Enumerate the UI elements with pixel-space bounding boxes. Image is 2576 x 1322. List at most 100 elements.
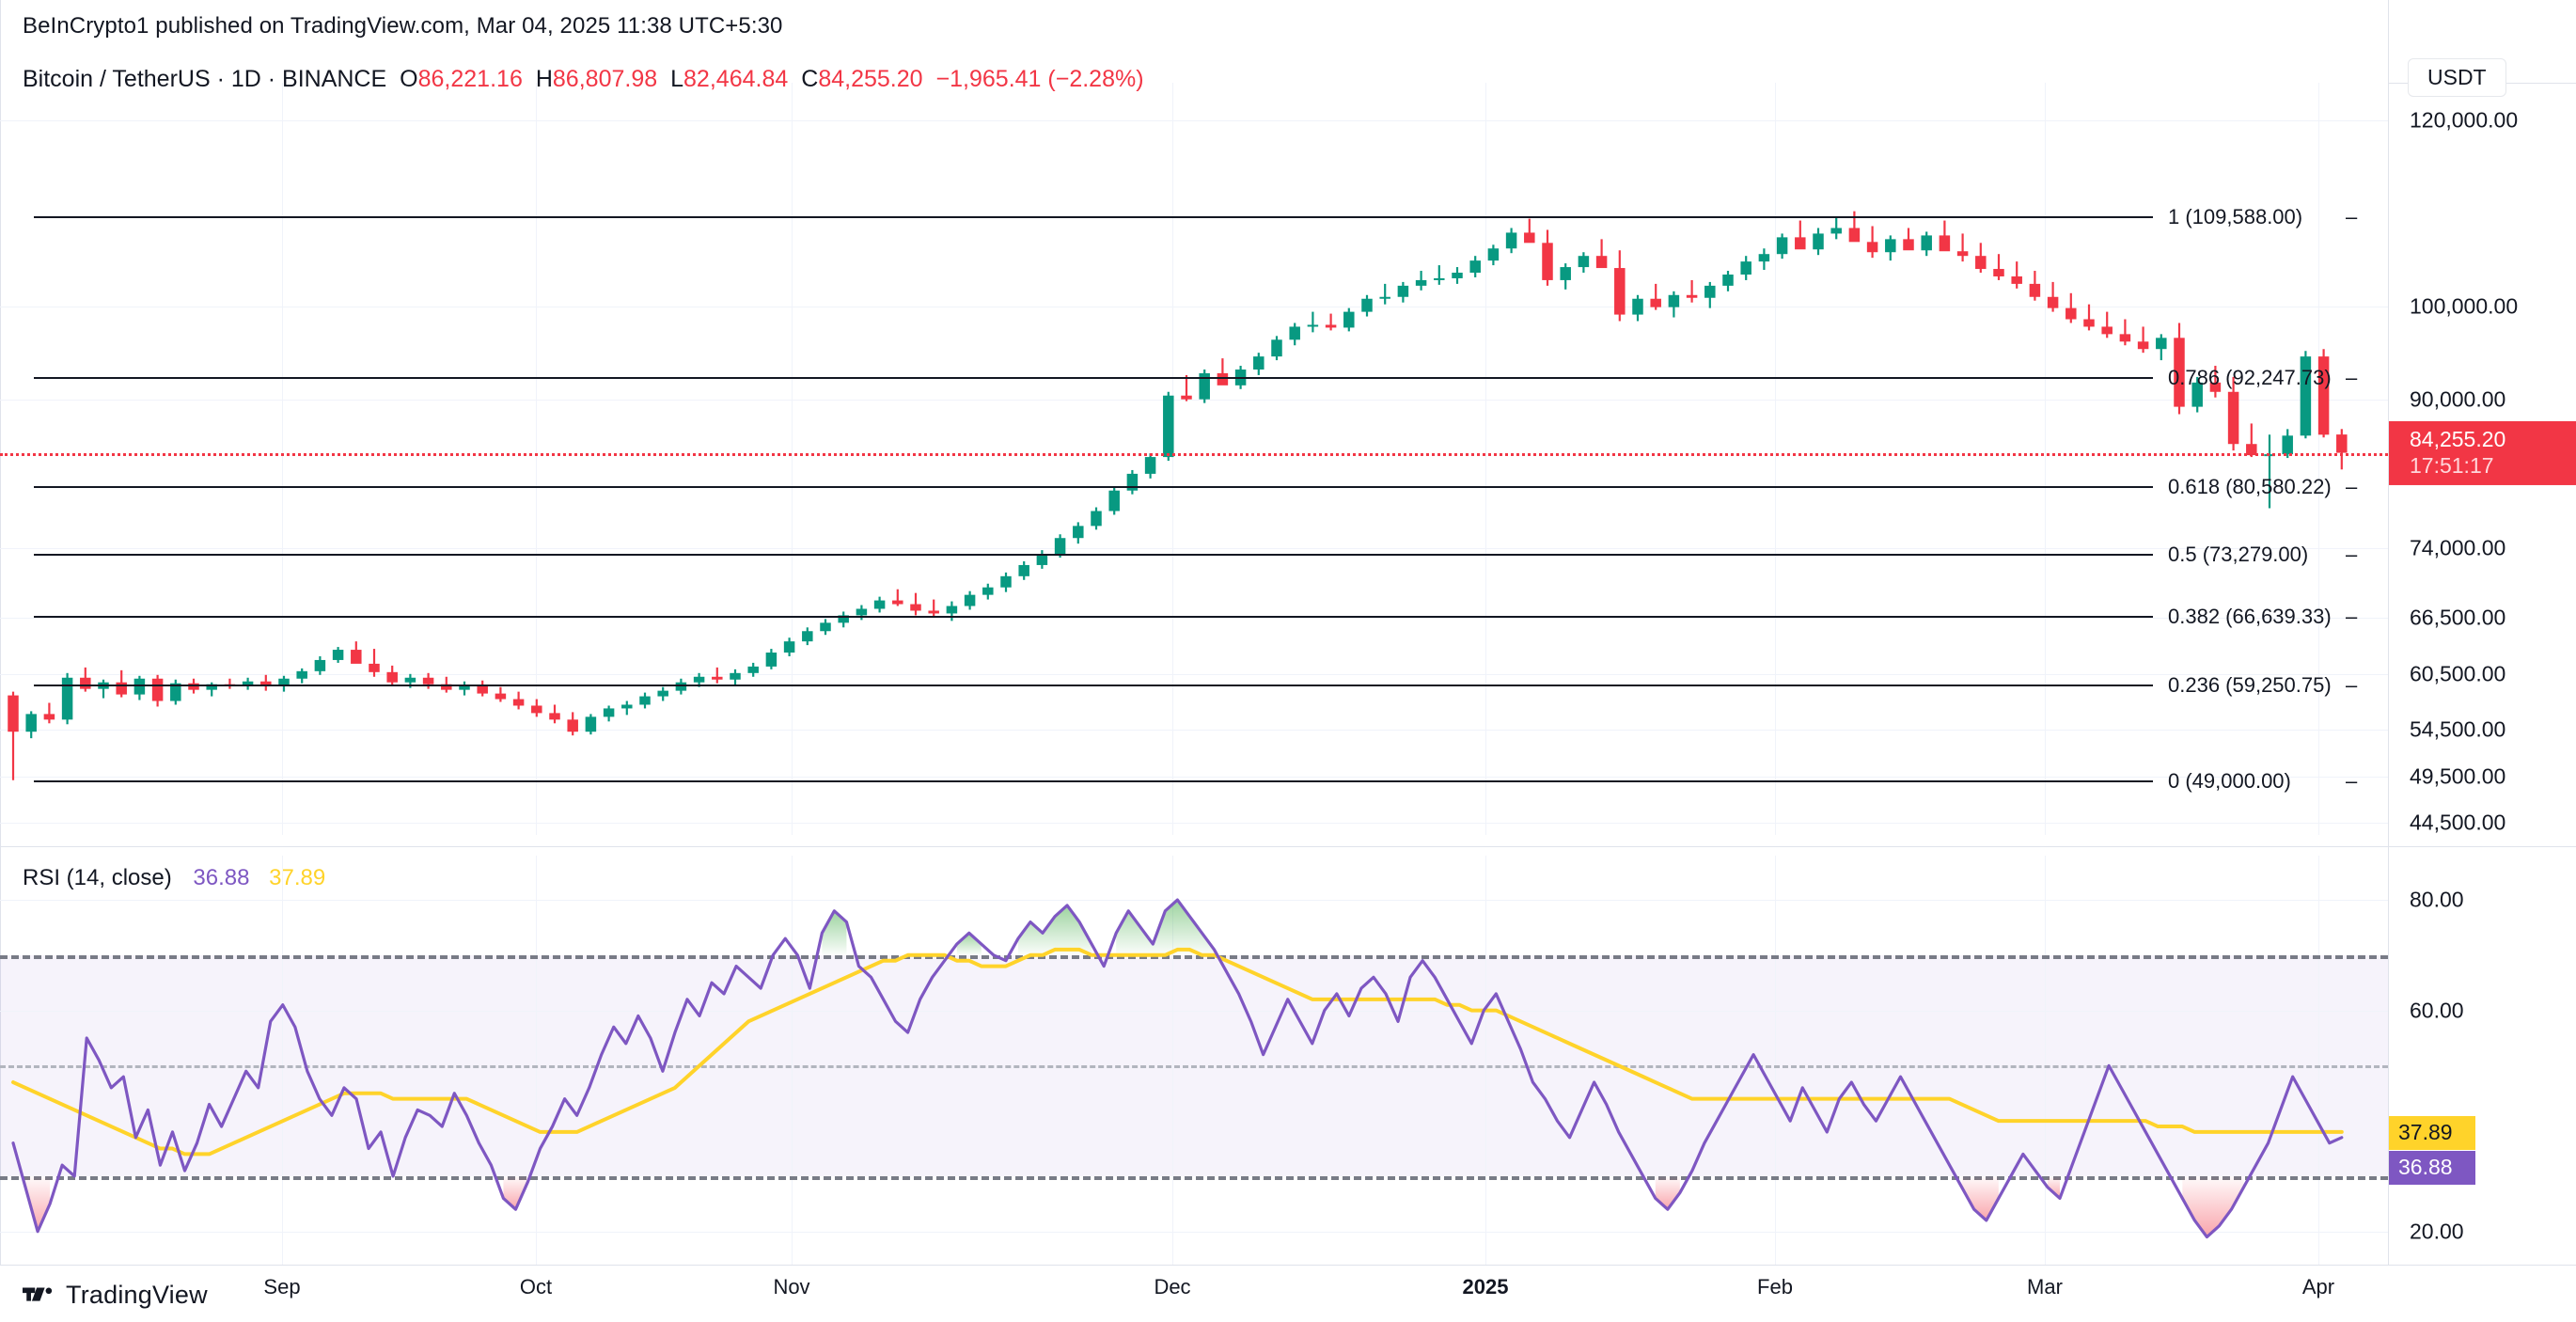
time-axis-label: Apr [2301, 1275, 2335, 1298]
price-axis-tick: 54,500.00 [2410, 716, 2506, 742]
currency-badge[interactable]: USDT [2408, 58, 2506, 97]
rsi-legend[interactable]: RSI (14, close) 36.88 37.89 [23, 865, 325, 891]
close-key: C [801, 66, 819, 92]
rsi-oversold-fill [503, 1175, 528, 1210]
fibonacci-level-tick: – [2346, 605, 2358, 628]
fibonacci-level-line[interactable] [34, 779, 2153, 782]
last-price-value: 84,255.20 [2410, 426, 2506, 451]
time-axis[interactable]: Sep Oct Nov Dec 2025 Feb Mar Apr [0, 1265, 2576, 1321]
symbol-legend: Bitcoin / TetherUS · 1D · BINANCE O 86,22… [23, 66, 1144, 93]
rsi-oversold-fill [2047, 1175, 2060, 1199]
price-gridline [0, 119, 2388, 121]
price-gridline [0, 730, 2388, 732]
price-gridline [0, 618, 2388, 620]
rsi-time-gridline [2318, 856, 2319, 1265]
tradingview-logo[interactable]: TradingView [23, 1281, 208, 1310]
fibonacci-level-label: 0 (49,000.00) [2168, 768, 2291, 793]
close-value: 84,255.20 [818, 66, 923, 92]
fibonacci-level-label: 0.236 (59,250.75) [2168, 673, 2332, 698]
time-axis-label: Sep [263, 1275, 301, 1298]
fibonacci-level-label: 0.786 (92,247.73) [2168, 366, 2332, 390]
last-price-badge[interactable]: 84,255.20 17:51:17 [2389, 420, 2576, 485]
rsi-midline [0, 1065, 2388, 1069]
rsi-time-gridline [1775, 856, 1776, 1265]
low-value: 82,464.84 [683, 66, 789, 92]
fibonacci-level-line[interactable] [34, 215, 2153, 218]
pane-divider[interactable] [0, 846, 2576, 847]
fibonacci-level-line[interactable] [34, 485, 2153, 488]
rsi-time-gridline [1172, 856, 1173, 1265]
fibonacci-level-line[interactable] [34, 377, 2153, 380]
fibonacci-level-line[interactable] [34, 554, 2153, 557]
rsi-value-badge[interactable]: 36.88 [2389, 1150, 2475, 1185]
price-axis-tick: 74,000.00 [2410, 535, 2506, 560]
rsi-oversold-fill [1961, 1175, 1999, 1220]
open-key: O [400, 66, 418, 92]
publisher-attribution: BeInCrypto1 published on TradingView.com… [23, 13, 783, 39]
fibonacci-level-line[interactable] [34, 685, 2153, 687]
open-value: 86,221.16 [417, 66, 523, 92]
rsi-overbought-fill [956, 933, 982, 955]
price-axis-tick: 44,500.00 [2410, 810, 2506, 835]
fibonacci-level-tick: – [2346, 366, 2358, 390]
price-gridline [0, 776, 2388, 778]
rsi-overbought-fill [1017, 905, 1092, 955]
rsi-band-fill [0, 954, 2388, 1176]
rsi-oversold-fill [1655, 1175, 1680, 1210]
fibonacci-level-line[interactable] [34, 616, 2153, 618]
rsi-legend-value: 36.88 [193, 865, 250, 890]
low-key: L [670, 66, 684, 92]
last-price-line [0, 452, 2388, 456]
candlestick-series [8, 211, 2348, 780]
price-axis-tick: 120,000.00 [2410, 107, 2519, 133]
fibonacci-level-label: 0.382 (66,639.33) [2168, 605, 2332, 628]
fibonacci-level-label: 0.5 (73,279.00) [2168, 543, 2309, 567]
fibonacci-level-label: 0.618 (80,580.22) [2168, 474, 2332, 498]
price-axis-tick: 66,500.00 [2410, 605, 2506, 630]
time-axis-label: Oct [519, 1275, 553, 1298]
rsi-time-gridline [792, 856, 793, 1265]
time-gridline [1485, 83, 1486, 835]
time-axis-label: 2025 [1462, 1275, 1509, 1298]
time-gridline [2045, 83, 2046, 835]
change-value: −1,965.41 (−2.28%) [935, 66, 1144, 92]
rsi-gridline [0, 1010, 2388, 1012]
time-axis-label: Feb [1757, 1275, 1793, 1298]
rsi-time-gridline [536, 856, 537, 1265]
axis-divider-mid [2389, 846, 2576, 847]
time-gridline [2318, 83, 2319, 835]
rsi-ma-badge[interactable]: 37.89 [2389, 1115, 2475, 1150]
rsi-time-gridline [282, 856, 283, 1265]
rsi-pane[interactable] [0, 856, 2388, 1265]
price-gridline [0, 823, 2388, 825]
tradingview-wordmark: TradingView [66, 1281, 208, 1309]
price-pane[interactable]: 1 (109,588.00) –0.786 (92,247.73) –0.618 (… [0, 83, 2388, 835]
price-gridline [0, 548, 2388, 550]
chart-left-border [0, 0, 1, 1265]
fibonacci-level-tick: – [2346, 204, 2358, 228]
time-axis-label: Nov [773, 1275, 810, 1298]
price-axis-tick: 100,000.00 [2410, 293, 2519, 319]
footer [0, 1266, 2576, 1322]
rsi-gridline [0, 900, 2388, 902]
fibonacci-level-label: 1 (109,588.00) [2168, 204, 2303, 228]
bar-countdown: 17:51:17 [2410, 452, 2494, 478]
price-gridline [0, 673, 2388, 675]
rsi-line [11, 898, 2344, 1239]
time-gridline [1775, 83, 1776, 835]
time-gridline [282, 83, 283, 835]
fibonacci-level-tick: – [2346, 543, 2358, 567]
rsi-oversold-fill [2182, 1175, 2244, 1237]
price-axis-tick: 90,000.00 [2410, 386, 2506, 412]
rsi-axis-tick: 60.00 [2410, 998, 2464, 1023]
price-axis[interactable]: USDT 120,000.00 100,000.00 90,000.00 74,000… [2388, 0, 2576, 1265]
rsi-time-gridline [1485, 856, 1486, 1265]
rsi-axis-tick: 20.00 [2410, 1219, 2464, 1244]
rsi-gridline [0, 1231, 2388, 1233]
symbol-title[interactable]: Bitcoin / TetherUS · 1D · BINANCE [23, 66, 387, 92]
price-axis-tick: 49,500.00 [2410, 763, 2506, 789]
time-gridline [1172, 83, 1173, 835]
time-gridline [536, 83, 537, 835]
rsi-axis-tick: 80.00 [2410, 887, 2464, 912]
